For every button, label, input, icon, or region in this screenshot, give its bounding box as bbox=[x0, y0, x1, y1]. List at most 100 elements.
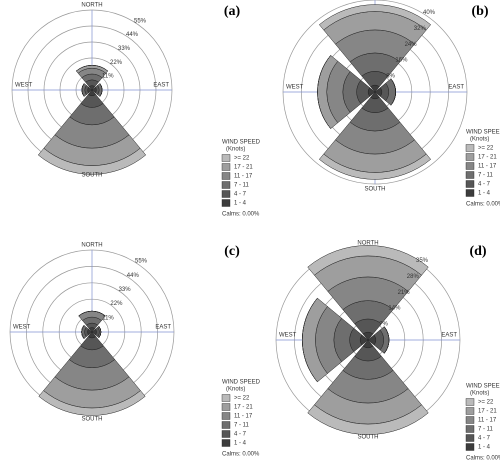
calms-label: Calms: 0.00% bbox=[222, 212, 260, 218]
ring-label: 22% bbox=[110, 60, 123, 66]
wind-segment bbox=[307, 245, 429, 276]
direction-label: NORTH bbox=[81, 3, 102, 9]
legend-label: >= 22 bbox=[478, 146, 494, 152]
ring-label: 33% bbox=[119, 287, 132, 293]
legend-label: 1 - 4 bbox=[478, 445, 491, 451]
ring-label: 40% bbox=[423, 10, 436, 16]
legend-swatch bbox=[465, 189, 475, 197]
legend-label: 1 - 4 bbox=[478, 191, 491, 197]
ring-label: 32% bbox=[414, 26, 427, 32]
wind-segment bbox=[81, 325, 85, 339]
ring-label: 55% bbox=[135, 259, 148, 265]
wind-segment bbox=[78, 310, 106, 317]
legend-label: 17 - 21 bbox=[478, 155, 497, 161]
legend-title: WIND SPEED bbox=[222, 140, 261, 146]
legend-label: 4 - 7 bbox=[234, 432, 247, 438]
legend-swatch bbox=[465, 443, 475, 451]
legend-label: 7 - 11 bbox=[234, 183, 250, 189]
wind-segment bbox=[307, 404, 429, 435]
wind-segment bbox=[98, 326, 102, 338]
legend-swatch bbox=[465, 425, 475, 433]
legend-label: 4 - 7 bbox=[478, 436, 491, 442]
wind-segment bbox=[99, 83, 103, 97]
wind-segment bbox=[390, 78, 396, 106]
direction-label: EAST bbox=[448, 85, 464, 91]
panel-label: (a) bbox=[224, 4, 241, 19]
legend-swatch bbox=[465, 171, 475, 179]
legend-swatch bbox=[221, 421, 231, 429]
legend-label: 4 - 7 bbox=[478, 182, 491, 188]
ring-label: 55% bbox=[134, 18, 147, 24]
legend-swatch bbox=[465, 144, 475, 152]
legend-swatch bbox=[465, 162, 475, 170]
ring-label: 44% bbox=[127, 273, 140, 279]
legend-label: 11 - 17 bbox=[234, 414, 253, 420]
legend-swatch bbox=[221, 412, 231, 420]
direction-label: EAST bbox=[153, 83, 169, 89]
calms-label: Calms: 0.00% bbox=[466, 202, 500, 208]
wind-segment bbox=[318, 153, 432, 180]
legend-swatch bbox=[221, 430, 231, 438]
legend-label: 1 - 4 bbox=[234, 201, 247, 207]
legend-swatch bbox=[221, 190, 231, 198]
legend-label: 1 - 4 bbox=[234, 441, 247, 447]
direction-label: WEST bbox=[279, 333, 297, 339]
wind-segment bbox=[38, 390, 146, 416]
ring-label: 35% bbox=[416, 258, 429, 264]
ring-label: 11% bbox=[102, 315, 114, 321]
direction-label: SOUTH bbox=[358, 435, 379, 441]
legend-swatch bbox=[465, 407, 475, 415]
legend-swatch bbox=[221, 394, 231, 402]
legend-swatch bbox=[221, 403, 231, 411]
legend-label: 17 - 21 bbox=[478, 409, 497, 415]
legend-label: 11 - 17 bbox=[478, 418, 497, 424]
legend-label: 7 - 11 bbox=[478, 427, 494, 433]
legend-label: 7 - 11 bbox=[234, 423, 250, 429]
legend-swatch bbox=[465, 180, 475, 188]
legend-title: WIND SPEED bbox=[466, 130, 500, 136]
legend-label: 11 - 17 bbox=[478, 164, 497, 170]
direction-label: WEST bbox=[286, 85, 304, 91]
direction-label: EAST bbox=[155, 325, 171, 331]
legend-swatch bbox=[221, 172, 231, 180]
direction-label: EAST bbox=[441, 333, 457, 339]
direction-label: SOUTH bbox=[365, 187, 386, 193]
ring-label: 11% bbox=[102, 74, 114, 80]
ring-label: 7% bbox=[379, 322, 388, 328]
wind-segment bbox=[317, 55, 331, 129]
ring-label: 21% bbox=[398, 290, 411, 296]
calms-label: Calms: 0.00% bbox=[466, 456, 500, 461]
ring-label: 33% bbox=[118, 46, 131, 52]
ring-label: 14% bbox=[388, 306, 401, 312]
legend-label: 4 - 7 bbox=[234, 192, 247, 198]
legend-swatch bbox=[221, 199, 231, 207]
ring-label: 24% bbox=[405, 42, 418, 48]
direction-label: WEST bbox=[15, 83, 33, 89]
panel-label: (b) bbox=[471, 4, 488, 19]
direction-label: NORTH bbox=[357, 241, 378, 247]
ring-label: 8% bbox=[386, 74, 395, 80]
direction-label: WEST bbox=[13, 325, 31, 331]
legend-subtitle: (Knots) bbox=[470, 391, 489, 397]
direction-label: SOUTH bbox=[82, 173, 103, 179]
direction-label: SOUTH bbox=[82, 417, 103, 423]
legend-swatch bbox=[221, 439, 231, 447]
ring-label: 44% bbox=[126, 32, 139, 38]
ring-label: 28% bbox=[407, 274, 420, 280]
legend-swatch bbox=[465, 153, 475, 161]
legend-label: 17 - 21 bbox=[234, 405, 253, 411]
legend-title: WIND SPEED bbox=[222, 380, 261, 386]
legend-label: >= 22 bbox=[234, 156, 250, 162]
wind-segment bbox=[81, 83, 85, 97]
legend-swatch bbox=[465, 416, 475, 424]
legend-subtitle: (Knots) bbox=[470, 137, 489, 143]
wind-segment bbox=[318, 4, 432, 31]
ring-label: 16% bbox=[395, 58, 408, 64]
panel-label: (c) bbox=[224, 244, 240, 259]
wind-segment bbox=[384, 326, 390, 354]
ring-label: 22% bbox=[110, 301, 123, 307]
wind-segment bbox=[302, 297, 318, 383]
direction-label: NORTH bbox=[81, 243, 102, 249]
panel-label: (d) bbox=[469, 244, 486, 259]
